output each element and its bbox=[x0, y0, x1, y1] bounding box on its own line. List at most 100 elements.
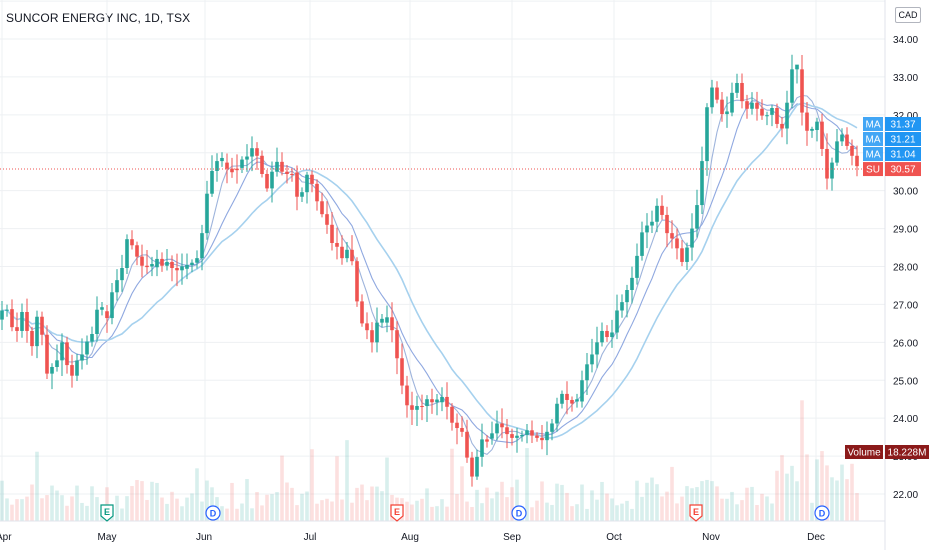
y-tick-label: 32.00 bbox=[893, 111, 918, 122]
candle-body bbox=[405, 385, 409, 406]
volume-bar bbox=[70, 496, 74, 521]
volume-bar bbox=[715, 486, 719, 521]
volume-bars bbox=[0, 400, 859, 521]
x-tick-label: Sep bbox=[503, 532, 521, 543]
candle-body bbox=[780, 123, 784, 129]
candle-body bbox=[560, 393, 564, 404]
candle-body bbox=[740, 82, 744, 102]
candle-body bbox=[155, 258, 159, 268]
volume-bar bbox=[695, 487, 699, 521]
volume-bar bbox=[205, 480, 209, 521]
candle-body bbox=[245, 156, 249, 160]
candle-body bbox=[215, 161, 219, 171]
volume-bar bbox=[490, 498, 494, 521]
y-tick-label: 34.00 bbox=[893, 35, 918, 46]
ma-tag-value: 31.04 bbox=[890, 150, 915, 161]
volume-bar bbox=[795, 481, 799, 521]
candle-body bbox=[175, 268, 179, 271]
y-tick-label: 29.00 bbox=[893, 225, 918, 236]
volume-bar bbox=[230, 482, 234, 521]
candle-body bbox=[125, 239, 129, 269]
volume-bar bbox=[855, 493, 859, 521]
ma-tag-name-bg bbox=[863, 147, 883, 161]
dividend-icon[interactable]: D bbox=[205, 505, 221, 521]
candle-body bbox=[585, 364, 589, 381]
volume-bar bbox=[330, 501, 334, 521]
volume-bar bbox=[725, 498, 729, 521]
earnings-icon[interactable]: E bbox=[689, 504, 703, 522]
candle-body bbox=[580, 380, 584, 402]
volume-bar bbox=[35, 451, 39, 521]
candle-body bbox=[470, 457, 474, 477]
candle-body bbox=[720, 99, 724, 115]
candle-body bbox=[810, 128, 814, 131]
ma-tag-value: 31.21 bbox=[890, 135, 915, 146]
candle-body bbox=[725, 111, 729, 115]
dividend-icon[interactable]: D bbox=[511, 505, 527, 521]
candle-body bbox=[845, 134, 849, 146]
candle-body bbox=[145, 265, 149, 268]
volume-tag-value: 18.228M bbox=[888, 448, 927, 459]
candle-body bbox=[100, 307, 104, 310]
volume-bar bbox=[195, 468, 199, 521]
candle-body bbox=[850, 145, 854, 156]
dividend-marker-shape bbox=[814, 505, 830, 521]
volume-bar bbox=[545, 502, 549, 521]
candle-body bbox=[75, 360, 79, 376]
y-tick-label: 22.00 bbox=[893, 490, 918, 501]
volume-bar bbox=[175, 498, 179, 521]
dividend-icon[interactable]: D bbox=[814, 505, 830, 521]
ma-tag-name: MA bbox=[866, 135, 881, 146]
candle-body bbox=[795, 64, 799, 70]
candle-body bbox=[745, 101, 749, 109]
candle-body bbox=[295, 172, 299, 197]
candle-body bbox=[35, 316, 39, 347]
x-tick-label: May bbox=[98, 532, 117, 543]
candle-body bbox=[380, 318, 384, 323]
volume-bar bbox=[765, 496, 769, 521]
volume-bar bbox=[45, 495, 49, 521]
candle-body bbox=[465, 431, 469, 458]
currency-badge[interactable]: CAD bbox=[895, 7, 921, 23]
candle-body bbox=[375, 322, 379, 343]
volume-bar bbox=[225, 508, 229, 521]
candle-body bbox=[520, 434, 524, 437]
volume-bar bbox=[335, 456, 339, 521]
volume-bar bbox=[150, 481, 154, 521]
volume-bar bbox=[350, 502, 354, 521]
candle-body bbox=[415, 406, 419, 410]
volume-bar bbox=[15, 499, 19, 521]
candle-body bbox=[10, 309, 14, 328]
candle-body bbox=[370, 330, 374, 343]
chart-grid bbox=[0, 0, 885, 521]
candle-body bbox=[770, 108, 774, 115]
candle-body bbox=[815, 121, 819, 130]
volume-bar bbox=[590, 490, 594, 521]
volume-tag-label-bg bbox=[845, 445, 883, 459]
x-tick-label: Aug bbox=[401, 532, 419, 543]
candle-body bbox=[800, 69, 804, 113]
volume-bar bbox=[265, 494, 269, 521]
candle-body bbox=[275, 161, 279, 172]
last-tag-symbol: SU bbox=[866, 165, 880, 176]
candle-body bbox=[835, 141, 839, 163]
earnings-marker-label: E bbox=[693, 507, 699, 517]
candle-body bbox=[400, 358, 404, 386]
volume-bar bbox=[700, 481, 704, 521]
last-tag-value: 30.57 bbox=[890, 165, 915, 176]
volume-bar bbox=[740, 500, 744, 521]
volume-bar bbox=[600, 481, 604, 521]
volume-bar bbox=[385, 457, 389, 521]
volume-bar bbox=[630, 508, 634, 521]
candle-body bbox=[455, 422, 459, 429]
candle-body bbox=[335, 242, 339, 247]
candles bbox=[0, 54, 859, 487]
volume-tag-label: Volume bbox=[847, 448, 881, 459]
candle-body bbox=[670, 233, 674, 239]
volume-bar bbox=[235, 508, 239, 521]
earnings-icon[interactable]: E bbox=[100, 504, 114, 522]
earnings-icon[interactable]: E bbox=[390, 504, 404, 522]
volume-bar bbox=[440, 499, 444, 521]
